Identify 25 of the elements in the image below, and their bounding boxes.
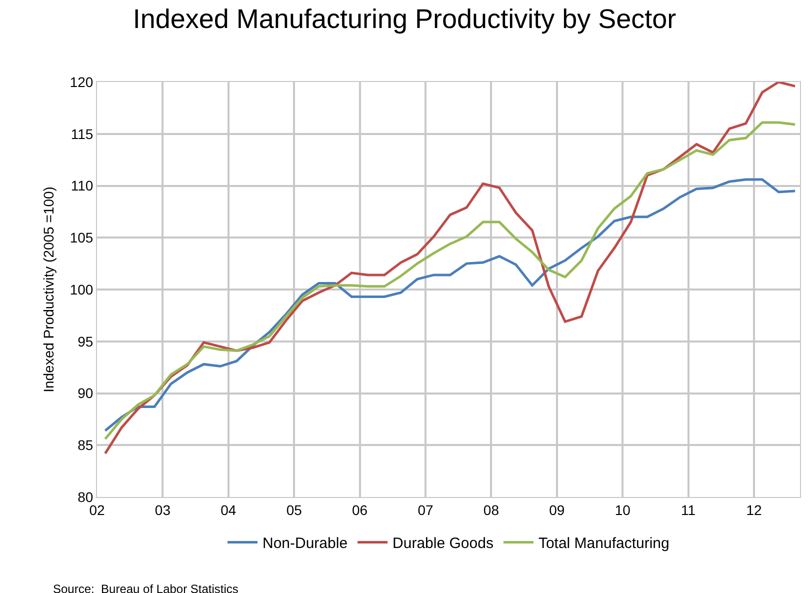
x-tick-label: 09: [549, 502, 565, 518]
x-tick-label: 10: [614, 502, 631, 518]
y-tick-label: 95: [78, 333, 94, 350]
y-tick-label: 110: [70, 178, 94, 194]
x-tick-label: 05: [286, 502, 302, 518]
line-series: [104, 178, 796, 432]
x-tick-label: 11: [681, 502, 696, 518]
x-tick-label: 08: [483, 502, 500, 518]
x-tick-label: 07: [418, 502, 434, 518]
y-axis-title: Indexed Productivity (2005 =100): [40, 186, 56, 392]
legend-label: Total Manufacturing: [538, 535, 670, 552]
y-tick-label: 100: [70, 281, 94, 298]
source-note: Source: Bureau of Labor Statistics: [53, 582, 238, 593]
y-tick-label: 120: [70, 74, 94, 90]
x-tick-label: 03: [154, 502, 171, 518]
x-tick-label: 06: [352, 502, 368, 518]
chart-title: Indexed Manufacturing Productivity by Sector: [132, 4, 676, 34]
legend-label: Durable Goods: [392, 535, 494, 552]
y-tick-label: 85: [78, 437, 94, 454]
y-tick-label: 90: [78, 385, 94, 402]
x-tick-label: 12: [746, 502, 762, 518]
x-tick-label: 04: [220, 502, 236, 518]
legend-label: Non-Durable: [262, 535, 348, 552]
y-tick-label: 105: [70, 230, 94, 246]
y-tick-label: 115: [70, 126, 94, 142]
